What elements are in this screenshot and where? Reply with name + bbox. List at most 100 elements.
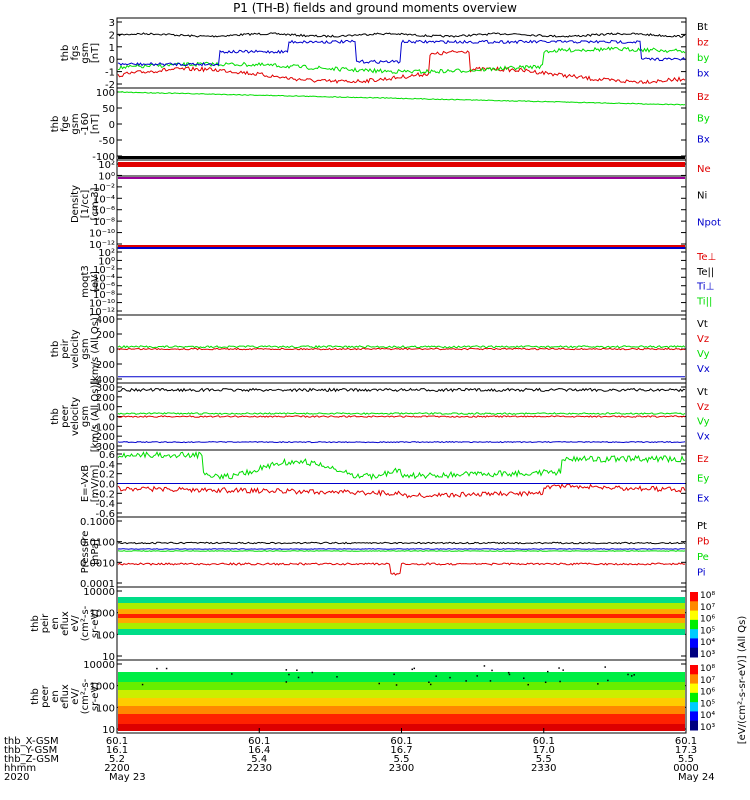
- panel-frame-2: [116, 159, 687, 249]
- spectrogram-band: [118, 724, 685, 731]
- spectrogram-dot: [336, 676, 338, 678]
- y-tick-label: 100: [96, 88, 115, 99]
- y-tick-label: 10000: [83, 660, 115, 671]
- ylabel-line: E=-VxB: [80, 465, 91, 502]
- legend-ti: Ti⊥: [696, 282, 714, 293]
- panel-frame-7: [116, 516, 687, 588]
- spectrogram-dot: [393, 673, 395, 676]
- ion-spectrogram: [118, 597, 685, 635]
- x-tick-label: May 23: [109, 772, 146, 783]
- colorbar-tick: 10⁷: [700, 676, 715, 686]
- spectrogram-dot: [156, 667, 158, 670]
- x-row-label: hhmm: [4, 763, 36, 774]
- spectrogram-dot: [559, 680, 561, 683]
- legend-bz: bz: [697, 38, 709, 49]
- y-tick-label: 10⁰: [98, 171, 115, 182]
- ylabel-line: eflux: [60, 684, 71, 709]
- legend-bx: bx: [697, 69, 709, 80]
- series-Vy-e: [117, 412, 686, 416]
- y-tick-label: 400: [96, 315, 115, 326]
- y-tick-label: 10⁻¹²: [89, 307, 115, 318]
- y-tick-label: 10⁻¹⁰: [89, 229, 115, 240]
- ylabel-line: eflux: [60, 611, 71, 636]
- ylabel-line: eV/: [70, 615, 81, 632]
- ylabel-line: [nPa]: [90, 539, 101, 565]
- ylabel-line: en: [50, 690, 61, 703]
- colorbar-swatch: [690, 638, 698, 649]
- colorbar-swatch: [690, 647, 698, 658]
- colorbar-tick: 10⁴: [700, 638, 715, 648]
- y-tick-label: 0: [109, 413, 115, 424]
- x-row-label: thb_Y-GSM: [4, 745, 57, 756]
- legend-vy: Vy: [697, 417, 710, 428]
- colorbar-swatch: [690, 665, 698, 675]
- colorbar-swatch: [690, 629, 698, 639]
- legend-by: by: [697, 53, 709, 64]
- legend-bt: Bt: [697, 22, 708, 33]
- colorbar-tick: 10⁵: [700, 699, 715, 709]
- legend-vx: Vx: [697, 431, 710, 442]
- ylabel-line: -160: [80, 113, 91, 136]
- spectrogram-band: [118, 714, 685, 724]
- x-tick-label: 5.5: [394, 754, 410, 765]
- legend-pt: Pt: [697, 521, 707, 532]
- y-tick-label: -2: [105, 80, 115, 91]
- y-tick-label: -300: [92, 442, 115, 453]
- y-tick-label: 10: [102, 725, 115, 736]
- y-tick-label: 10⁻⁴: [93, 273, 115, 284]
- y-tick-label: -400: [92, 375, 115, 386]
- legend-pb: Pb: [697, 537, 709, 548]
- colorbar-tick: 10⁷: [700, 603, 715, 613]
- y-tick-label: 10⁻⁶: [93, 206, 115, 217]
- panel-ylabel-9: thb peer en eflux eV/(cm²-s-sr-eV): [30, 678, 101, 714]
- y-tick-label: 3: [109, 18, 115, 29]
- ylabel-line: (cm²-s-: [80, 605, 91, 641]
- x-row-label: thb_X-GSM: [4, 736, 59, 747]
- y-tick-label: 10000: [83, 587, 115, 598]
- series-Vt-e: [117, 387, 686, 393]
- y-tick-label: -100: [92, 152, 115, 163]
- spectrogram-dot: [627, 673, 629, 676]
- legend-ey: Ey: [697, 474, 709, 485]
- spectrogram-dot: [633, 674, 635, 676]
- ylabel-line: [cm-3]: [90, 187, 101, 220]
- spectrogram-dot: [465, 680, 467, 682]
- x-tick-label: 5.4: [251, 754, 267, 765]
- ylabel-line: thb: [30, 615, 41, 632]
- ylabel-line: gsm: [80, 338, 91, 359]
- series-Pi: [117, 548, 686, 550]
- y-tick-label: -1: [105, 68, 115, 79]
- spectrogram-dot: [508, 673, 511, 676]
- colorbar-swatch: [690, 692, 698, 703]
- x-tick-label: 2230: [247, 763, 272, 774]
- colorbar-tick: 10³: [700, 650, 715, 660]
- series-By: [117, 91, 686, 106]
- series-Ne-bar: [118, 162, 685, 167]
- panel-frame-3: [116, 247, 687, 316]
- y-tick-label: 1: [109, 43, 115, 54]
- series-Vy-ion: [117, 345, 686, 349]
- x-tick-label: 5.5: [678, 754, 694, 765]
- y-tick-label: -0.6: [95, 509, 115, 520]
- spectrogram-dot: [288, 673, 290, 676]
- colorbar-swatch: [690, 720, 698, 731]
- y-tick-label: 10²: [98, 160, 115, 171]
- ylabel-line: fgs: [70, 45, 81, 60]
- legend-ti: Ti||: [696, 296, 712, 307]
- x-tick-label: 17.3: [675, 745, 697, 756]
- legend-bz: Bz: [697, 92, 709, 103]
- y-tick-label: -0.4: [95, 499, 115, 510]
- x-tick-label: 60.1: [248, 736, 270, 747]
- y-tick-label: 200: [96, 330, 115, 341]
- series-Vz-e: [117, 415, 686, 418]
- legend-ne: Ne: [697, 164, 711, 175]
- legend-pi: Pi: [697, 568, 706, 579]
- legend-ez: Ez: [697, 454, 709, 465]
- y-tick-label: 0: [109, 55, 115, 66]
- ylabel-line: [mV/m]: [90, 465, 101, 503]
- spectrogram-dot: [311, 671, 314, 674]
- y-tick-label: 0.0: [99, 480, 115, 491]
- x-tick-label: 0000: [673, 763, 698, 774]
- y-tick-label: 10⁻¹⁰: [89, 299, 115, 310]
- colorbar-tick: 10⁸: [700, 664, 715, 674]
